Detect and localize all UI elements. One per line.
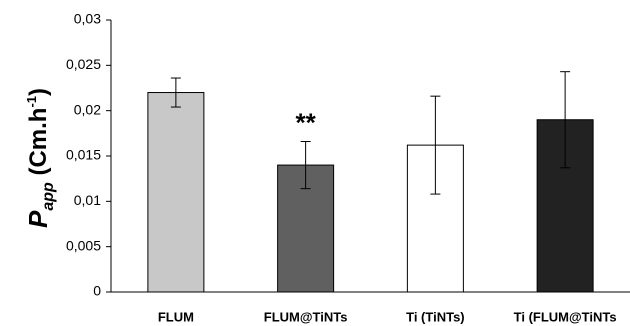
y-tick-label: 0,01 [74, 192, 101, 208]
y-label-part: (Cm.h [25, 108, 52, 183]
y-tick-label: 0,02 [74, 101, 101, 117]
y-axis-label: Papp (Cm.h-1) [23, 88, 57, 228]
error-bar [560, 71, 571, 169]
y-tick-label: 0,015 [66, 147, 101, 163]
y-label-part: app [40, 182, 57, 211]
bar [147, 92, 205, 293]
x-tick-label: Ti (TiNTs) [406, 309, 465, 324]
y-tick-label: 0,025 [66, 56, 101, 72]
error-bar [170, 77, 181, 108]
y-tick-label: 0,005 [66, 237, 101, 253]
error-bar [430, 95, 441, 195]
y-tick-label: 0 [93, 283, 101, 299]
y-label-part: ) [25, 88, 52, 96]
x-tick-label: FLUM [158, 309, 194, 324]
y-label-part: -1 [24, 96, 39, 108]
annotation: ** [296, 107, 317, 137]
error-bar [300, 140, 311, 190]
x-tick-label: Ti (FLUM@TiNTs [514, 309, 617, 324]
y-tick-label: 0,03 [74, 11, 101, 27]
x-tick-label: FLUM@TiNTs [264, 309, 348, 324]
y-label-part: P [23, 210, 53, 228]
